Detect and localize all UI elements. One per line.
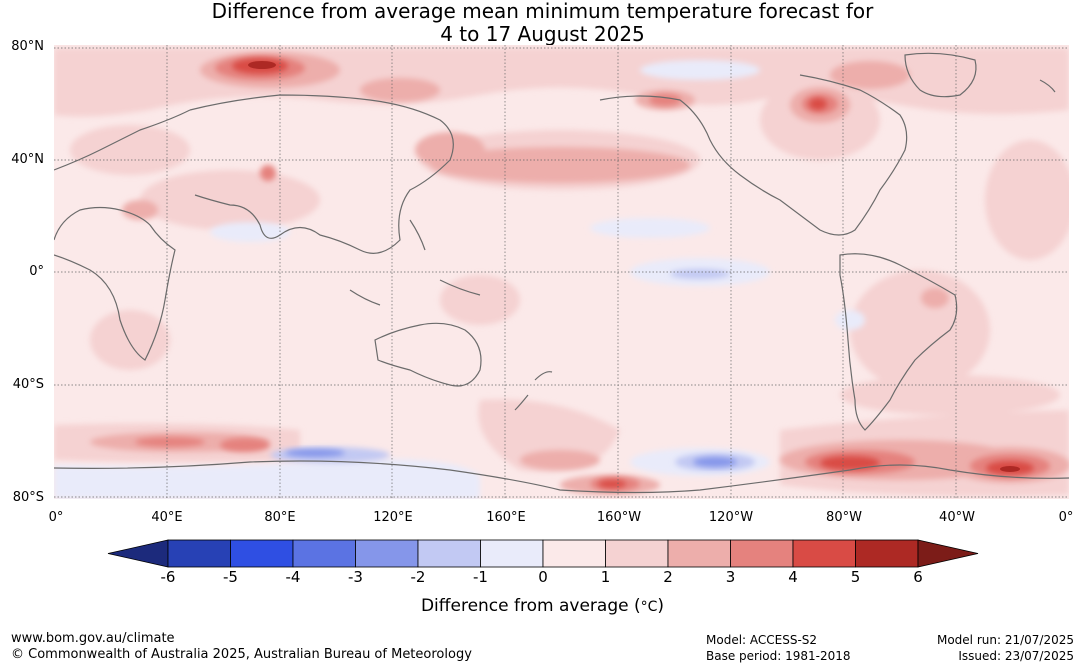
lon-label-0-left: 0° <box>48 510 64 525</box>
lon-label-120e: 120°E <box>373 510 413 525</box>
lon-label-0-right: 0° <box>1058 510 1074 525</box>
colorbar-tick-label: -1 <box>473 568 488 586</box>
colorbar-tick-label: 1 <box>600 568 611 586</box>
colorbar-segment <box>230 539 294 568</box>
colorbar-segment <box>480 539 544 568</box>
colorbar-tick-label: -4 <box>285 568 301 586</box>
lon-label-40e: 40°E <box>151 510 183 525</box>
lon-label-80w: 80°W <box>826 510 862 525</box>
lat-label-80s: 80°S <box>12 490 44 505</box>
colorbar-segment <box>355 539 419 568</box>
footer-base-period: Base period: 1981-2018 <box>706 649 851 663</box>
colorbar-tick-label: 4 <box>788 568 798 586</box>
footer-issued: Issued: 23/07/2025 <box>958 649 1074 663</box>
colorbar-segment <box>542 539 606 568</box>
colorbar-tick-label: -6 <box>160 568 176 586</box>
lat-label-40s: 40°S <box>12 377 44 392</box>
colorbar-segment <box>667 539 731 568</box>
lon-label-160e: 160°E <box>486 510 526 525</box>
colorbar-segment <box>167 539 231 568</box>
colorbar-tick-label: -3 <box>348 568 363 586</box>
lat-label-equator: 0° <box>29 264 44 279</box>
colorbar-segment <box>292 539 356 568</box>
footer-model-run: Model run: 21/07/2025 <box>936 633 1074 647</box>
colorbar-title-unit: °C <box>640 599 658 615</box>
colorbar-segment <box>605 539 669 568</box>
chart-title: Difference from average mean minimum tem… <box>0 0 1085 46</box>
lon-label-160w: 160°W <box>596 510 642 525</box>
colorbar-tick-label: 6 <box>913 568 923 586</box>
lon-label-120w: 120°W <box>708 510 754 525</box>
colorbar-tick-label: -2 <box>410 568 426 586</box>
lat-label-80n: 80°N <box>11 39 44 54</box>
colorbar-segment <box>792 539 856 568</box>
graticule <box>54 45 1069 499</box>
footer-url[interactable]: www.bom.gov.au/climate <box>11 631 175 646</box>
colorbar-title-close: ) <box>657 596 665 616</box>
title-line-2: 4 to 17 August 2025 <box>440 22 645 46</box>
colorbar-tick-label: 2 <box>663 568 673 586</box>
lat-label-40n: 40°N <box>11 152 44 167</box>
colorbar <box>107 539 979 568</box>
colorbar-extend-high <box>917 539 979 568</box>
colorbar-tick-label: -5 <box>223 568 238 586</box>
colorbar-segment <box>855 539 919 568</box>
colorbar-title: Difference from average (°C) <box>0 596 1085 616</box>
footer-model: Model: ACCESS-S2 <box>706 633 818 647</box>
colorbar-tick-label: 0 <box>538 568 548 586</box>
colorbar-extend-low <box>107 539 169 568</box>
anomaly-field <box>54 45 1069 499</box>
lon-label-40w: 40°W <box>939 510 975 525</box>
colorbar-segment <box>417 539 481 568</box>
lon-label-80e: 80°E <box>264 510 296 525</box>
title-line-1: Difference from average mean minimum tem… <box>211 0 874 23</box>
colorbar-segment <box>730 539 794 568</box>
colorbar-tick-label: 5 <box>850 568 861 586</box>
colorbar-tick-label: 3 <box>725 568 736 586</box>
colorbar-title-text: Difference from average ( <box>420 596 641 616</box>
footer-copyright: © Commonwealth of Australia 2025, Austra… <box>11 647 472 662</box>
